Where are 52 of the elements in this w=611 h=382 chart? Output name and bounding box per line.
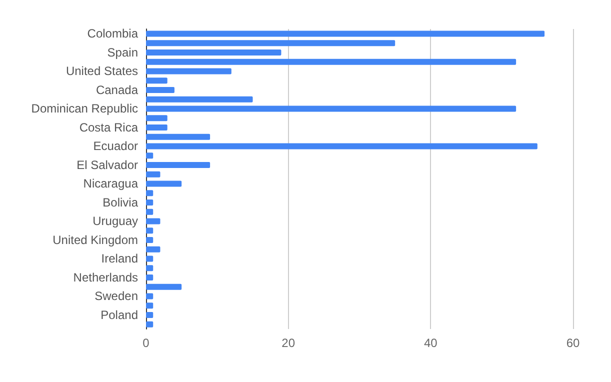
bar (146, 302, 154, 309)
bar (146, 143, 538, 150)
bar (146, 236, 154, 243)
bar (146, 321, 154, 328)
y-tick-label: Sweden (94, 289, 138, 304)
bar (146, 30, 545, 37)
y-tick-label: Bolivia (102, 195, 138, 210)
bar (146, 78, 168, 84)
bar (146, 86, 174, 93)
bar (146, 180, 182, 187)
x-tick-label: 60 (566, 336, 580, 350)
y-tick-label: Ecuador (93, 139, 138, 154)
y-tick-label: El Salvador (76, 158, 138, 172)
y-tick-label: Canada (96, 82, 138, 97)
bar (146, 134, 210, 140)
bar (146, 68, 232, 74)
x-tick-label: 20 (282, 336, 296, 350)
x-tick-label: 40 (424, 336, 438, 350)
bar (146, 218, 160, 224)
y-tick-label: Ireland (101, 252, 138, 266)
bar (146, 124, 168, 130)
y-tick-label: Nicaragua (83, 176, 138, 191)
bar (146, 312, 154, 318)
y-tick-label: Costa Rica (79, 120, 138, 134)
bar (146, 58, 516, 65)
bar (146, 199, 154, 206)
bar (146, 274, 154, 280)
bar (146, 162, 210, 168)
bar (146, 40, 396, 46)
bar (146, 265, 154, 272)
y-tick-label: Spain (107, 45, 138, 60)
bar (146, 284, 182, 290)
x-tick-label: 0 (142, 336, 150, 350)
bar (146, 115, 168, 122)
bar (146, 246, 160, 252)
y-tick-label: Poland (100, 308, 138, 322)
bar (146, 293, 154, 300)
y-tick-label: Dominican Republic (31, 102, 138, 116)
y-tick-label: United Kingdom (52, 232, 138, 247)
y-tick-label: Colombia (87, 26, 138, 41)
y-tick-label: United States (66, 64, 138, 78)
bar (146, 208, 154, 215)
bar (146, 152, 154, 159)
y-tick-label: Netherlands (73, 270, 138, 284)
bar (146, 190, 154, 196)
bar (146, 49, 282, 56)
bar (146, 96, 253, 102)
bar (146, 256, 154, 262)
bar (146, 106, 516, 112)
y-tick-label: Uruguay (92, 214, 138, 228)
bar (146, 171, 160, 178)
bar (146, 228, 154, 234)
